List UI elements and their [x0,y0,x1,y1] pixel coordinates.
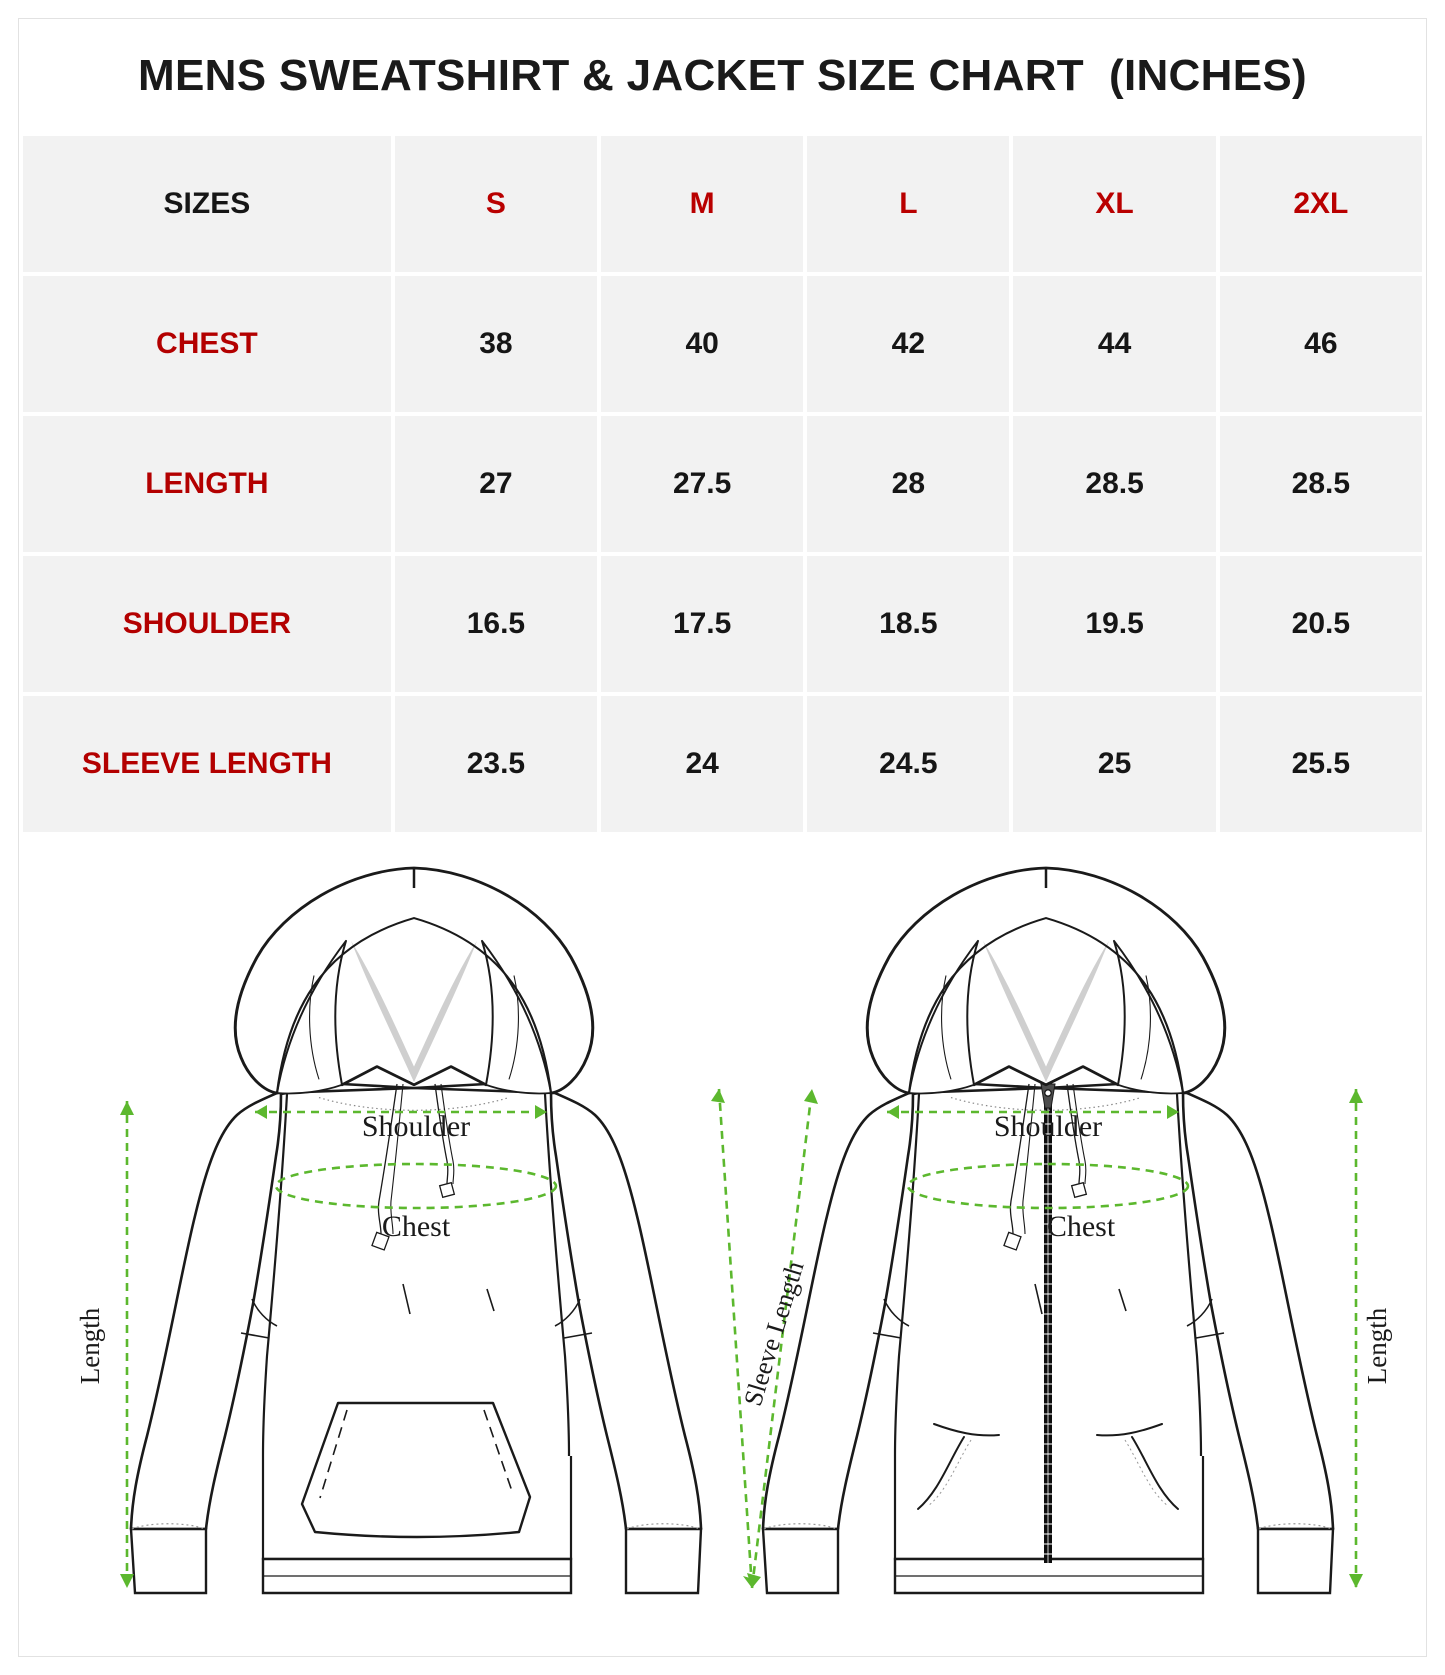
svg-text:Chest: Chest [382,1210,451,1243]
svg-text:Chest: Chest [1047,1210,1116,1243]
svg-text:Shoulder: Shoulder [994,1110,1102,1143]
svg-text:Length: Length [75,1307,105,1384]
svg-text:Shoulder: Shoulder [362,1110,470,1143]
svg-text:Length: Length [1362,1307,1392,1384]
